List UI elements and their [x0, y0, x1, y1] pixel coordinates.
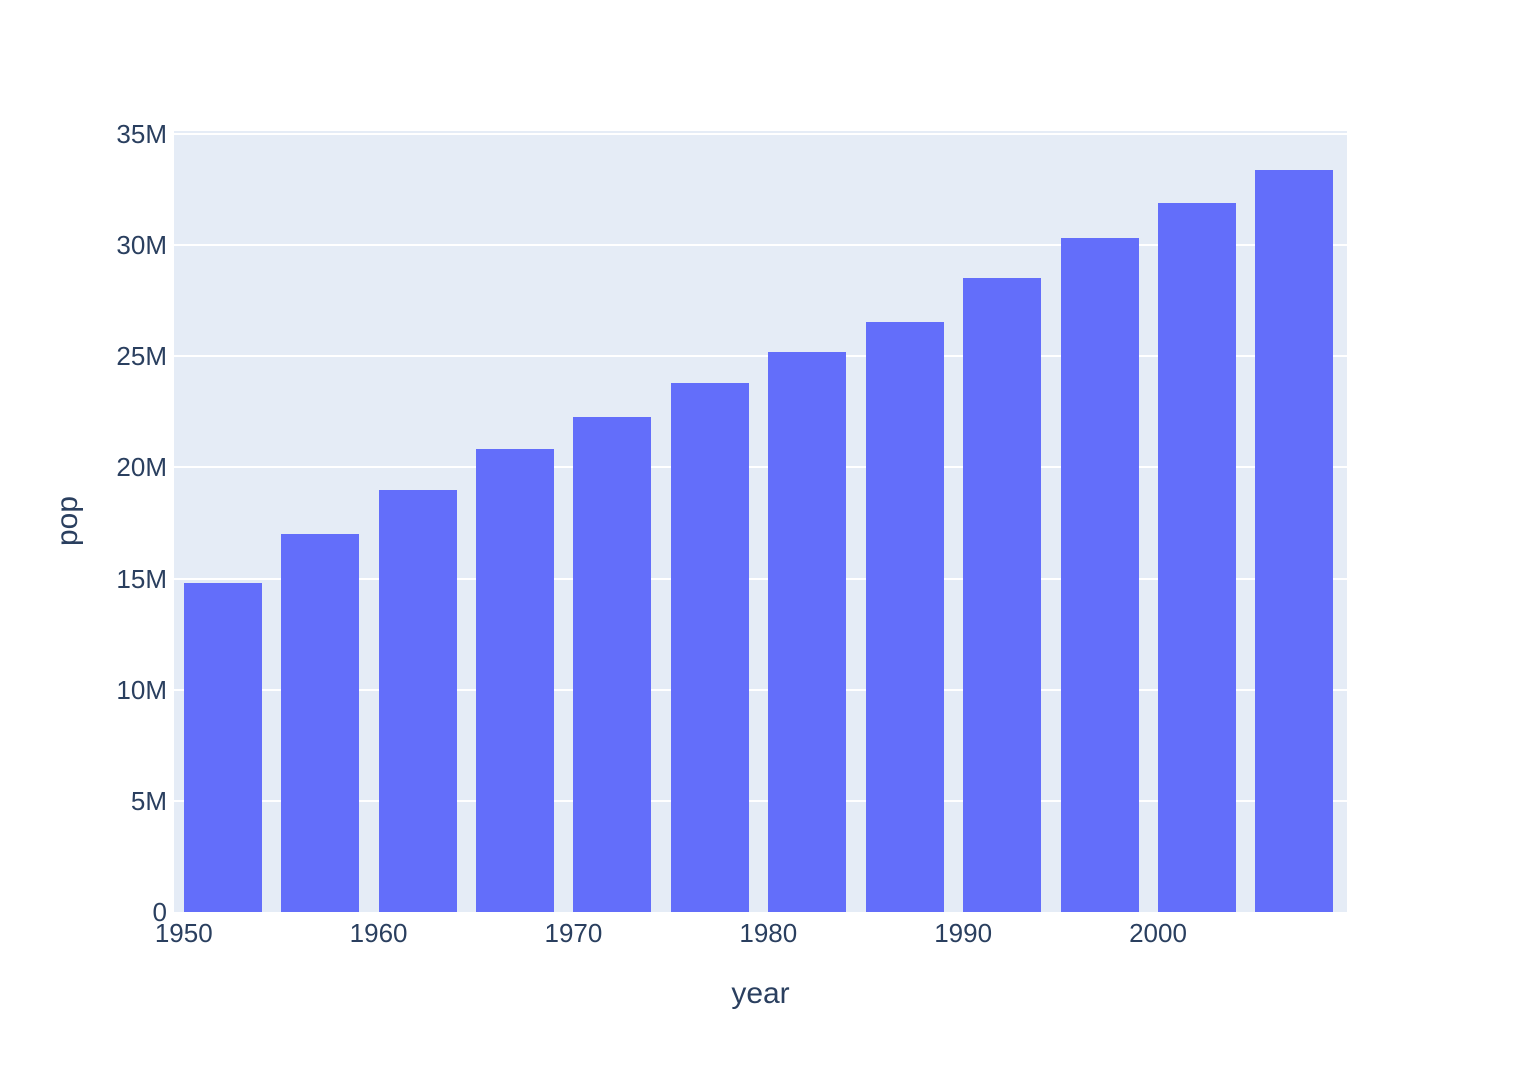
y-tick-35M: 35M [116, 118, 167, 149]
y-tick-15M: 15M [116, 563, 167, 594]
x-tick-1960: 1960 [349, 918, 408, 948]
bar-1972[interactable] [573, 416, 652, 912]
plot-area[interactable] [174, 131, 1347, 912]
x-axis-title: year [731, 977, 790, 1010]
bar-2002[interactable] [1157, 202, 1236, 912]
y-axis-title: pop [51, 495, 84, 547]
bar-1977[interactable] [670, 382, 749, 912]
y-tick-0: 0 [152, 897, 167, 927]
gridline-y-15M [174, 577, 1347, 580]
bar-1967[interactable] [476, 449, 554, 912]
bar-1992[interactable] [963, 277, 1042, 912]
y-tick-10M: 10M [116, 674, 167, 705]
gridline-y-30M [174, 244, 1347, 247]
x-tick-1990: 1990 [934, 918, 993, 948]
x-tick-1980: 1980 [739, 918, 798, 948]
y-tick-5M: 5M [130, 785, 167, 816]
bar-1962[interactable] [378, 489, 457, 912]
x-tick-1970: 1970 [544, 918, 603, 948]
gridline-y-25M [174, 355, 1347, 358]
x-tick-2000: 2000 [1129, 918, 1187, 948]
y-tick-30M: 30M [116, 230, 167, 261]
x-tick-1950: 1950 [154, 918, 213, 948]
bar-1997[interactable] [1060, 238, 1139, 912]
gridline-y-10M [174, 688, 1347, 691]
gridline-y-5M [174, 799, 1347, 802]
y-tick-20M: 20M [116, 452, 167, 483]
y-tick-25M: 25M [116, 341, 167, 372]
bar-1957[interactable] [281, 533, 360, 912]
gridline-y-35M [174, 132, 1347, 135]
bar-2007[interactable] [1255, 169, 1334, 912]
bar-1987[interactable] [865, 321, 944, 912]
bar-1952[interactable] [183, 583, 262, 912]
gridline-y-20M [174, 466, 1347, 469]
bar-1982[interactable] [768, 351, 847, 912]
